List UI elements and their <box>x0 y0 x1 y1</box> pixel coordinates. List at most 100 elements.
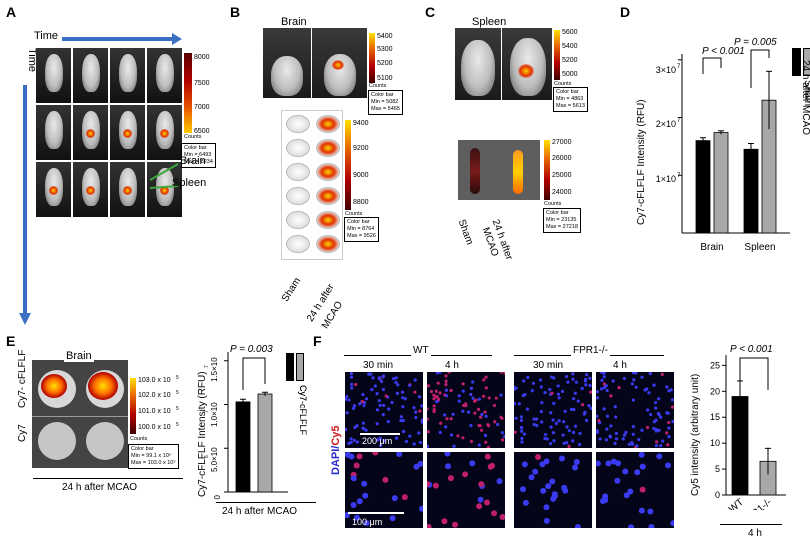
colorbar-c-bottom <box>544 140 550 200</box>
d-pval-brain: P < 0.001 <box>702 46 745 57</box>
tick-b-top-3: 5100 <box>377 75 393 82</box>
f-ytick-label-10: 10 <box>710 438 720 448</box>
mouse-image <box>36 48 71 103</box>
brain-slice <box>316 211 340 229</box>
tick-e-3-exp: 5 <box>176 422 179 428</box>
microscopy-tile <box>596 372 674 448</box>
e-bar-cy7-cflflf <box>257 393 273 493</box>
brain-slice <box>286 187 310 205</box>
tick-b-bot-2: 9000 <box>353 172 369 179</box>
d-bar-brain-sham <box>695 140 711 234</box>
e-legend-cy7cflflf: Cy7-cFLFLF <box>298 385 308 436</box>
panel-b-title: Brain <box>281 16 307 28</box>
tick-e-2: 101.0 x 10 <box>138 408 171 415</box>
f-scalebar-100-label: 100 μm <box>352 517 383 527</box>
d-xlabel-spleen: Spleen <box>744 242 775 253</box>
panel-label-e: E <box>6 333 16 349</box>
tick-b-bot-0: 9400 <box>353 120 369 127</box>
brain-e-image <box>32 360 128 468</box>
tick-e-0-exp: 5 <box>176 375 179 381</box>
e-tick-1p5e7: 1.5×10 <box>210 357 219 382</box>
colorbar-e <box>130 378 136 434</box>
brain-slice <box>286 235 310 253</box>
colorbar-info-c-bottom: Color bar Min = 23135 Max = 27218 <box>543 208 581 233</box>
brain-slices-image <box>281 110 343 260</box>
d-bar-spleen-sham <box>743 148 759 234</box>
colorbar-info-e: Color bar Min = 99.1 x 10⁵ Max = 103.0 x… <box>128 444 179 469</box>
microscopy-tile <box>345 452 423 528</box>
e-pval: P = 0.003 <box>230 344 273 355</box>
sham-label-c: Sham <box>455 218 475 247</box>
panel-label-c: C <box>425 4 436 20</box>
brain-label-a: Brain <box>180 155 206 167</box>
d-tick-2e7: 2×10 <box>656 119 676 129</box>
mouse-image <box>36 162 71 217</box>
mouse-image <box>36 105 71 160</box>
counts-b-top: Counts <box>369 83 387 89</box>
e-chart-bracket <box>216 502 316 503</box>
tick-a-0: 8000 <box>194 54 210 61</box>
tick-c-top-0: 5600 <box>562 29 578 36</box>
mouse-image <box>110 48 145 103</box>
d-sig-bracket-spleen <box>750 49 770 88</box>
spleen-ex-vivo-image <box>458 140 540 200</box>
e-legend-cy7cflflf-swatch <box>296 353 304 381</box>
colorbar-info-c-top: Color bar Min = 4863 Max = 5613 <box>553 87 588 112</box>
tick-a-3: 6500 <box>194 128 210 135</box>
panel-c-title: Spleen <box>472 16 507 28</box>
tick-a-2: 7000 <box>194 104 210 111</box>
f-xtick-fpr1: FPR1-/- <box>740 497 774 510</box>
e-tick-5e6: 5.0×10 <box>210 447 219 472</box>
f-ytick-label-20: 20 <box>710 386 720 396</box>
tick-a-1: 7500 <box>194 80 210 87</box>
e-row-label-cy7: Cy7 <box>17 424 28 442</box>
f-col-4h-wt: 4 h <box>445 360 459 371</box>
tick-b-bot-3: 8800 <box>353 199 369 206</box>
sham-label-b: Sham <box>280 275 304 304</box>
tick-b-top-2: 5200 <box>377 60 393 67</box>
e-legend-cy7-swatch <box>286 353 294 381</box>
brain-slice <box>286 211 310 229</box>
f-ytick-label-0: 0 <box>715 490 720 500</box>
brain-slice <box>316 163 340 181</box>
d-bar-brain-mcao <box>713 132 729 234</box>
time-vertical-arrow <box>19 85 31 325</box>
d-pval-spleen: P = 0.005 <box>734 37 777 48</box>
chart-e: 0 P = 0.003 <box>213 344 288 499</box>
time-horizontal-label: Time <box>34 30 59 42</box>
panel-label-b: B <box>230 4 241 20</box>
f-col-30min-ko: 30 min <box>533 360 564 371</box>
colorbar-b-top <box>369 33 375 83</box>
e-tick-1e7-exp: 7 <box>204 410 210 413</box>
f-scalebar-100 <box>348 512 404 514</box>
tick-b-top-1: 5300 <box>377 46 393 53</box>
panel-label-d: D <box>620 4 631 20</box>
tick-e-3: 100.0 x 10 <box>138 424 171 431</box>
microscopy-tile <box>514 452 592 528</box>
tick-c-top-2: 5200 <box>562 57 578 64</box>
mouse-photo-mcao-brain <box>312 28 367 98</box>
f-scalebar-200 <box>360 433 400 435</box>
mouse-photo-mcao-spleen <box>502 28 552 100</box>
mouse-photo-sham-brain <box>263 28 311 98</box>
tick-e-1: 102.0 x 10 <box>138 392 171 399</box>
f-ylabel: DAPI/Cy5 <box>330 425 342 475</box>
counts-b-bottom: Counts <box>345 211 363 217</box>
brain-slice <box>286 163 310 181</box>
e-bottom-label: 24 h after MCAO <box>62 482 138 493</box>
tick-b-bot-1: 9200 <box>353 145 369 152</box>
mouse-image <box>147 48 182 103</box>
tick-c-bot-1: 26000 <box>552 155 572 162</box>
mouse-photo-sham-spleen <box>455 28 501 100</box>
d-legend-sham-swatch <box>792 48 801 76</box>
f-pval: P < 0.001 <box>730 344 773 355</box>
colorbar-info-a: Color bar Min = 6493 Max = 8234 <box>181 143 216 168</box>
microscopy-tile <box>514 372 592 448</box>
f-ylabel-dapi: DAPI/ <box>330 445 342 475</box>
colorbar-b-bottom <box>345 120 351 210</box>
e-tick-1e7: 1.0×10 <box>210 402 219 427</box>
tick-e-0: 103.0 x 10 <box>138 377 171 384</box>
tick-c-top-1: 5400 <box>562 43 578 50</box>
mouse-image <box>147 105 182 160</box>
counts-e: Counts <box>130 436 148 442</box>
